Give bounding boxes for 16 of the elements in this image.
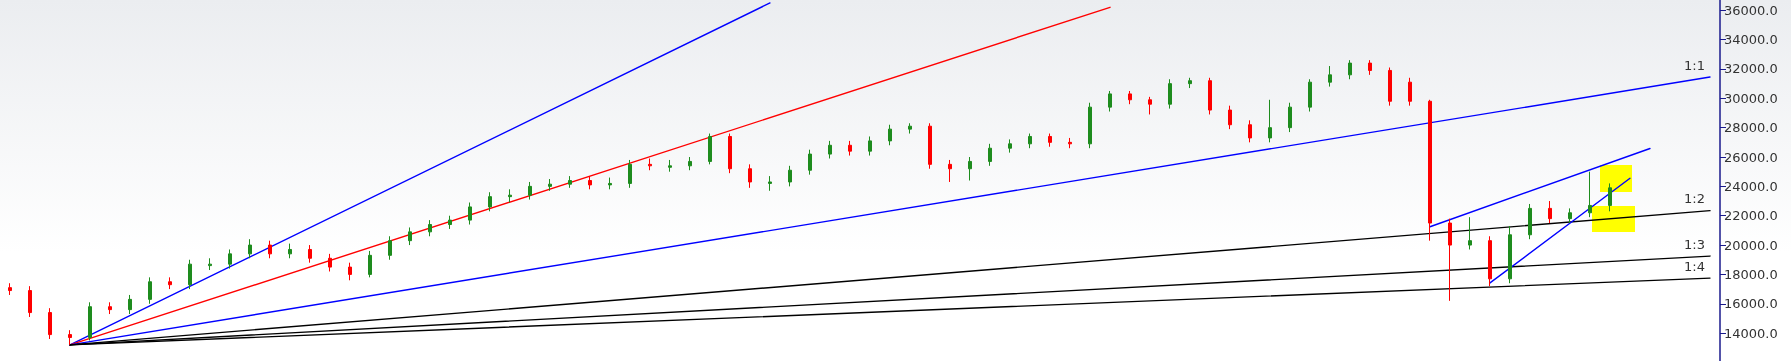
series-label: 1:2 [1684, 191, 1705, 207]
y-tick-label: 32000.0 [1724, 61, 1778, 77]
y-tick-label: 30000.0 [1724, 90, 1778, 106]
y-tick-label: 14000.0 [1724, 325, 1778, 341]
y-tick-label: 20000.0 [1724, 237, 1778, 253]
y-tick-label: 18000.0 [1724, 266, 1778, 282]
y-tick-label: 36000.0 [1724, 2, 1778, 18]
y-tick-label: 16000.0 [1724, 296, 1778, 312]
y-tick-label: 22000.0 [1724, 208, 1778, 224]
series-label: 1:4 [1684, 258, 1705, 274]
series-label: 1:3 [1684, 236, 1705, 252]
y-tick-label: 24000.0 [1724, 178, 1778, 194]
series-label: 1:1 [1684, 57, 1705, 73]
y-tick-label: 26000.0 [1724, 149, 1778, 165]
y-tick-label: 34000.0 [1724, 32, 1778, 48]
y-tick-label: 28000.0 [1724, 120, 1778, 136]
